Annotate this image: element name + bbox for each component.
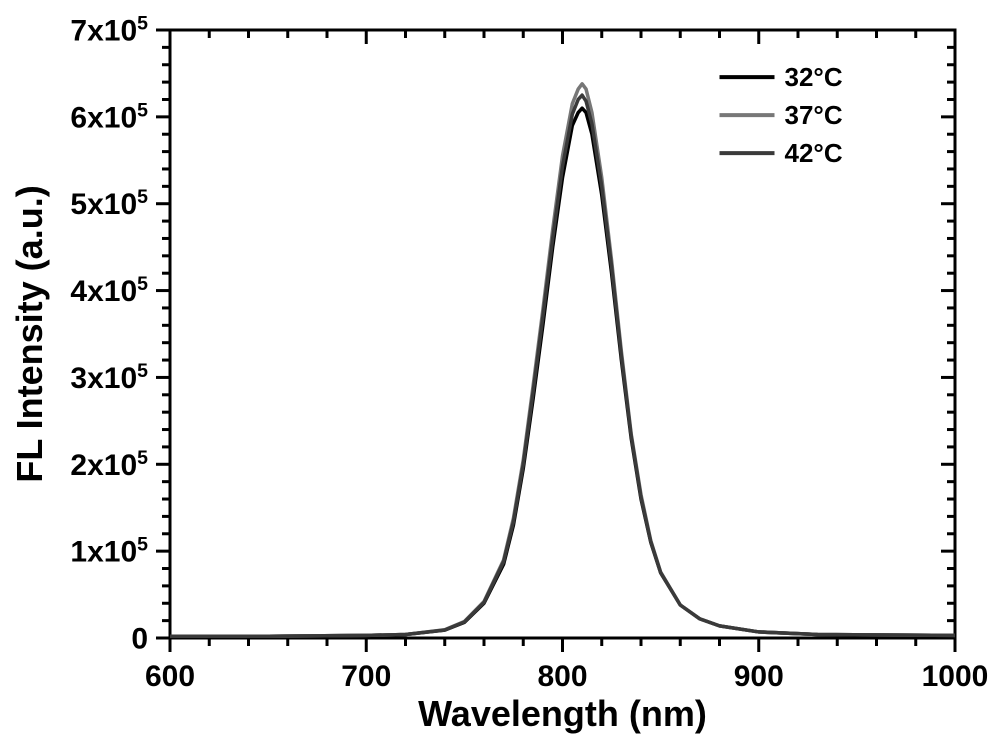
- chart-container: 600 700 800 900 1000 Wavelength (nm) 0 1x105 2x1…: [0, 0, 1000, 743]
- x-tick-label: 600: [145, 660, 195, 693]
- x-tick-label: 700: [341, 660, 391, 693]
- y-tick-label: 2x105: [70, 447, 148, 482]
- x-axis-label: Wavelength (nm): [418, 693, 707, 734]
- fl-intensity-chart: 600 700 800 900 1000 Wavelength (nm) 0 1x105 2x1…: [0, 0, 1000, 743]
- x-tick-label: 800: [537, 660, 587, 693]
- y-axis-label: FL Intensity (a.u.): [9, 185, 50, 482]
- y-tick-label: 3x105: [70, 360, 148, 395]
- y-tick-label: 4x105: [70, 273, 148, 308]
- y-tick-label: 0: [131, 623, 148, 656]
- y-tick-label: 5x105: [70, 186, 148, 221]
- x-tick-label: 1000: [922, 660, 989, 693]
- legend-label: 32°C: [785, 62, 843, 92]
- y-tick-label: 6x105: [70, 99, 148, 134]
- x-tick-label: 900: [734, 660, 784, 693]
- legend-label: 37°C: [785, 100, 843, 130]
- y-tick-label: 1x105: [70, 534, 148, 569]
- legend-label: 42°C: [785, 138, 843, 168]
- y-tick-label: 7x105: [70, 13, 148, 48]
